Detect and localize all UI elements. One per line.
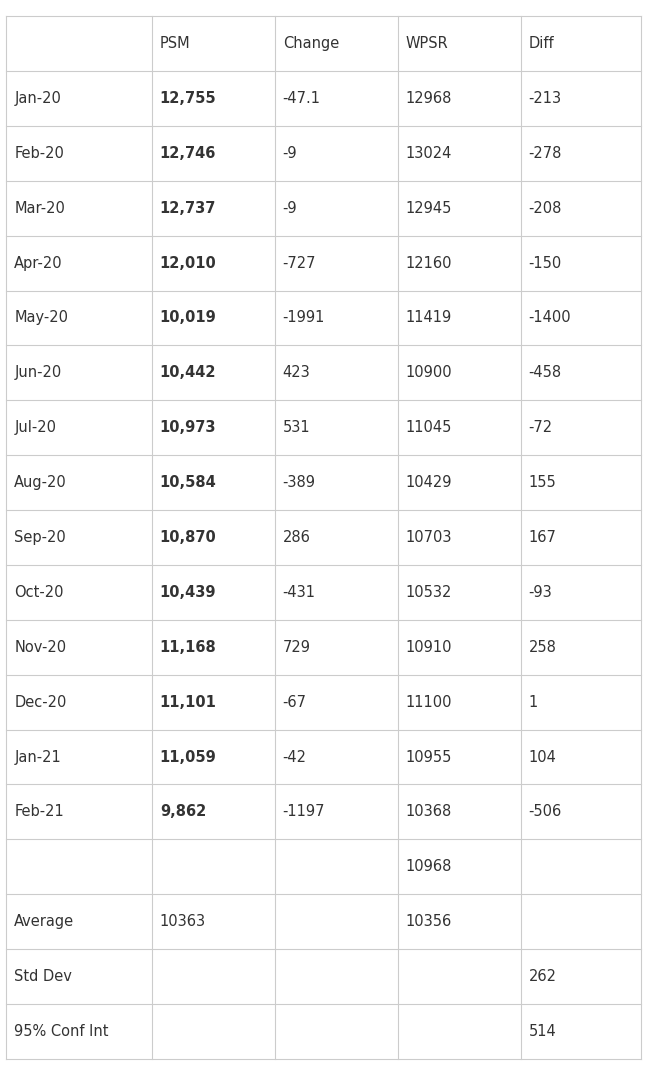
Text: 12,010: 12,010 (160, 256, 217, 271)
Text: Sep-20: Sep-20 (14, 530, 66, 545)
Text: 262: 262 (529, 969, 556, 984)
Text: 12,746: 12,746 (160, 146, 216, 161)
Text: 155: 155 (529, 475, 556, 490)
Text: Nov-20: Nov-20 (14, 640, 67, 655)
Text: -72: -72 (529, 420, 553, 435)
Text: 286: 286 (283, 530, 311, 545)
Text: -42: -42 (283, 749, 307, 764)
Text: 10910: 10910 (406, 640, 452, 655)
Text: Jun-20: Jun-20 (14, 366, 61, 381)
Text: Diff: Diff (529, 37, 554, 52)
Text: 11,168: 11,168 (160, 640, 217, 655)
Text: 9,862: 9,862 (160, 804, 206, 819)
Text: 10429: 10429 (406, 475, 452, 490)
Text: 10,584: 10,584 (160, 475, 217, 490)
Text: 10900: 10900 (406, 366, 452, 381)
Text: -150: -150 (529, 256, 562, 271)
Text: 11419: 11419 (406, 311, 452, 326)
Text: May-20: May-20 (14, 311, 68, 326)
Text: -9: -9 (283, 201, 298, 216)
Text: -9: -9 (283, 146, 298, 161)
Text: 11045: 11045 (406, 420, 452, 435)
Text: -213: -213 (529, 91, 562, 106)
Text: 10955: 10955 (406, 749, 452, 764)
Text: Oct-20: Oct-20 (14, 585, 64, 600)
Text: -431: -431 (283, 585, 316, 600)
Text: 258: 258 (529, 640, 556, 655)
Text: -1197: -1197 (283, 804, 325, 819)
Text: -389: -389 (283, 475, 316, 490)
Text: 12968: 12968 (406, 91, 452, 106)
Text: 531: 531 (283, 420, 311, 435)
Text: Jan-20: Jan-20 (14, 91, 61, 106)
Text: -727: -727 (283, 256, 316, 271)
Text: 10368: 10368 (406, 804, 452, 819)
Text: 10703: 10703 (406, 530, 452, 545)
Text: PSM: PSM (160, 37, 190, 52)
Text: 10,973: 10,973 (160, 420, 216, 435)
Text: Aug-20: Aug-20 (14, 475, 67, 490)
Text: 95% Conf Int: 95% Conf Int (14, 1023, 109, 1038)
Text: 12945: 12945 (406, 201, 452, 216)
Text: 12,737: 12,737 (160, 201, 216, 216)
Text: Jan-21: Jan-21 (14, 749, 61, 764)
Text: 10,442: 10,442 (160, 366, 216, 381)
Text: 104: 104 (529, 749, 556, 764)
Text: -278: -278 (529, 146, 562, 161)
Text: 10,019: 10,019 (160, 311, 217, 326)
Text: -47.1: -47.1 (283, 91, 321, 106)
Text: -208: -208 (529, 201, 562, 216)
Text: 514: 514 (529, 1023, 556, 1038)
Text: Jul-20: Jul-20 (14, 420, 56, 435)
Text: Mar-20: Mar-20 (14, 201, 65, 216)
Text: Feb-20: Feb-20 (14, 146, 64, 161)
Text: 423: 423 (283, 366, 311, 381)
Text: 12160: 12160 (406, 256, 452, 271)
Text: 11100: 11100 (406, 694, 452, 710)
Text: Feb-21: Feb-21 (14, 804, 64, 819)
Text: 10,870: 10,870 (160, 530, 217, 545)
Text: Dec-20: Dec-20 (14, 694, 67, 710)
Text: 13024: 13024 (406, 146, 452, 161)
Text: -506: -506 (529, 804, 562, 819)
Text: Apr-20: Apr-20 (14, 256, 63, 271)
Text: Change: Change (283, 37, 339, 52)
Text: Std Dev: Std Dev (14, 969, 72, 984)
Text: 11,059: 11,059 (160, 749, 217, 764)
Text: WPSR: WPSR (406, 37, 448, 52)
Text: 167: 167 (529, 530, 556, 545)
Text: 10363: 10363 (160, 914, 206, 929)
Text: -1991: -1991 (283, 311, 325, 326)
Text: 1: 1 (529, 694, 538, 710)
Text: Average: Average (14, 914, 74, 929)
Text: 10968: 10968 (406, 859, 452, 874)
Text: 10356: 10356 (406, 914, 452, 929)
Text: 12,755: 12,755 (160, 91, 217, 106)
Text: 729: 729 (283, 640, 311, 655)
Text: -93: -93 (529, 585, 553, 600)
Text: -458: -458 (529, 366, 562, 381)
Text: -67: -67 (283, 694, 307, 710)
Text: -1400: -1400 (529, 311, 571, 326)
Text: 11,101: 11,101 (160, 694, 217, 710)
Text: 10532: 10532 (406, 585, 452, 600)
Text: 10,439: 10,439 (160, 585, 216, 600)
